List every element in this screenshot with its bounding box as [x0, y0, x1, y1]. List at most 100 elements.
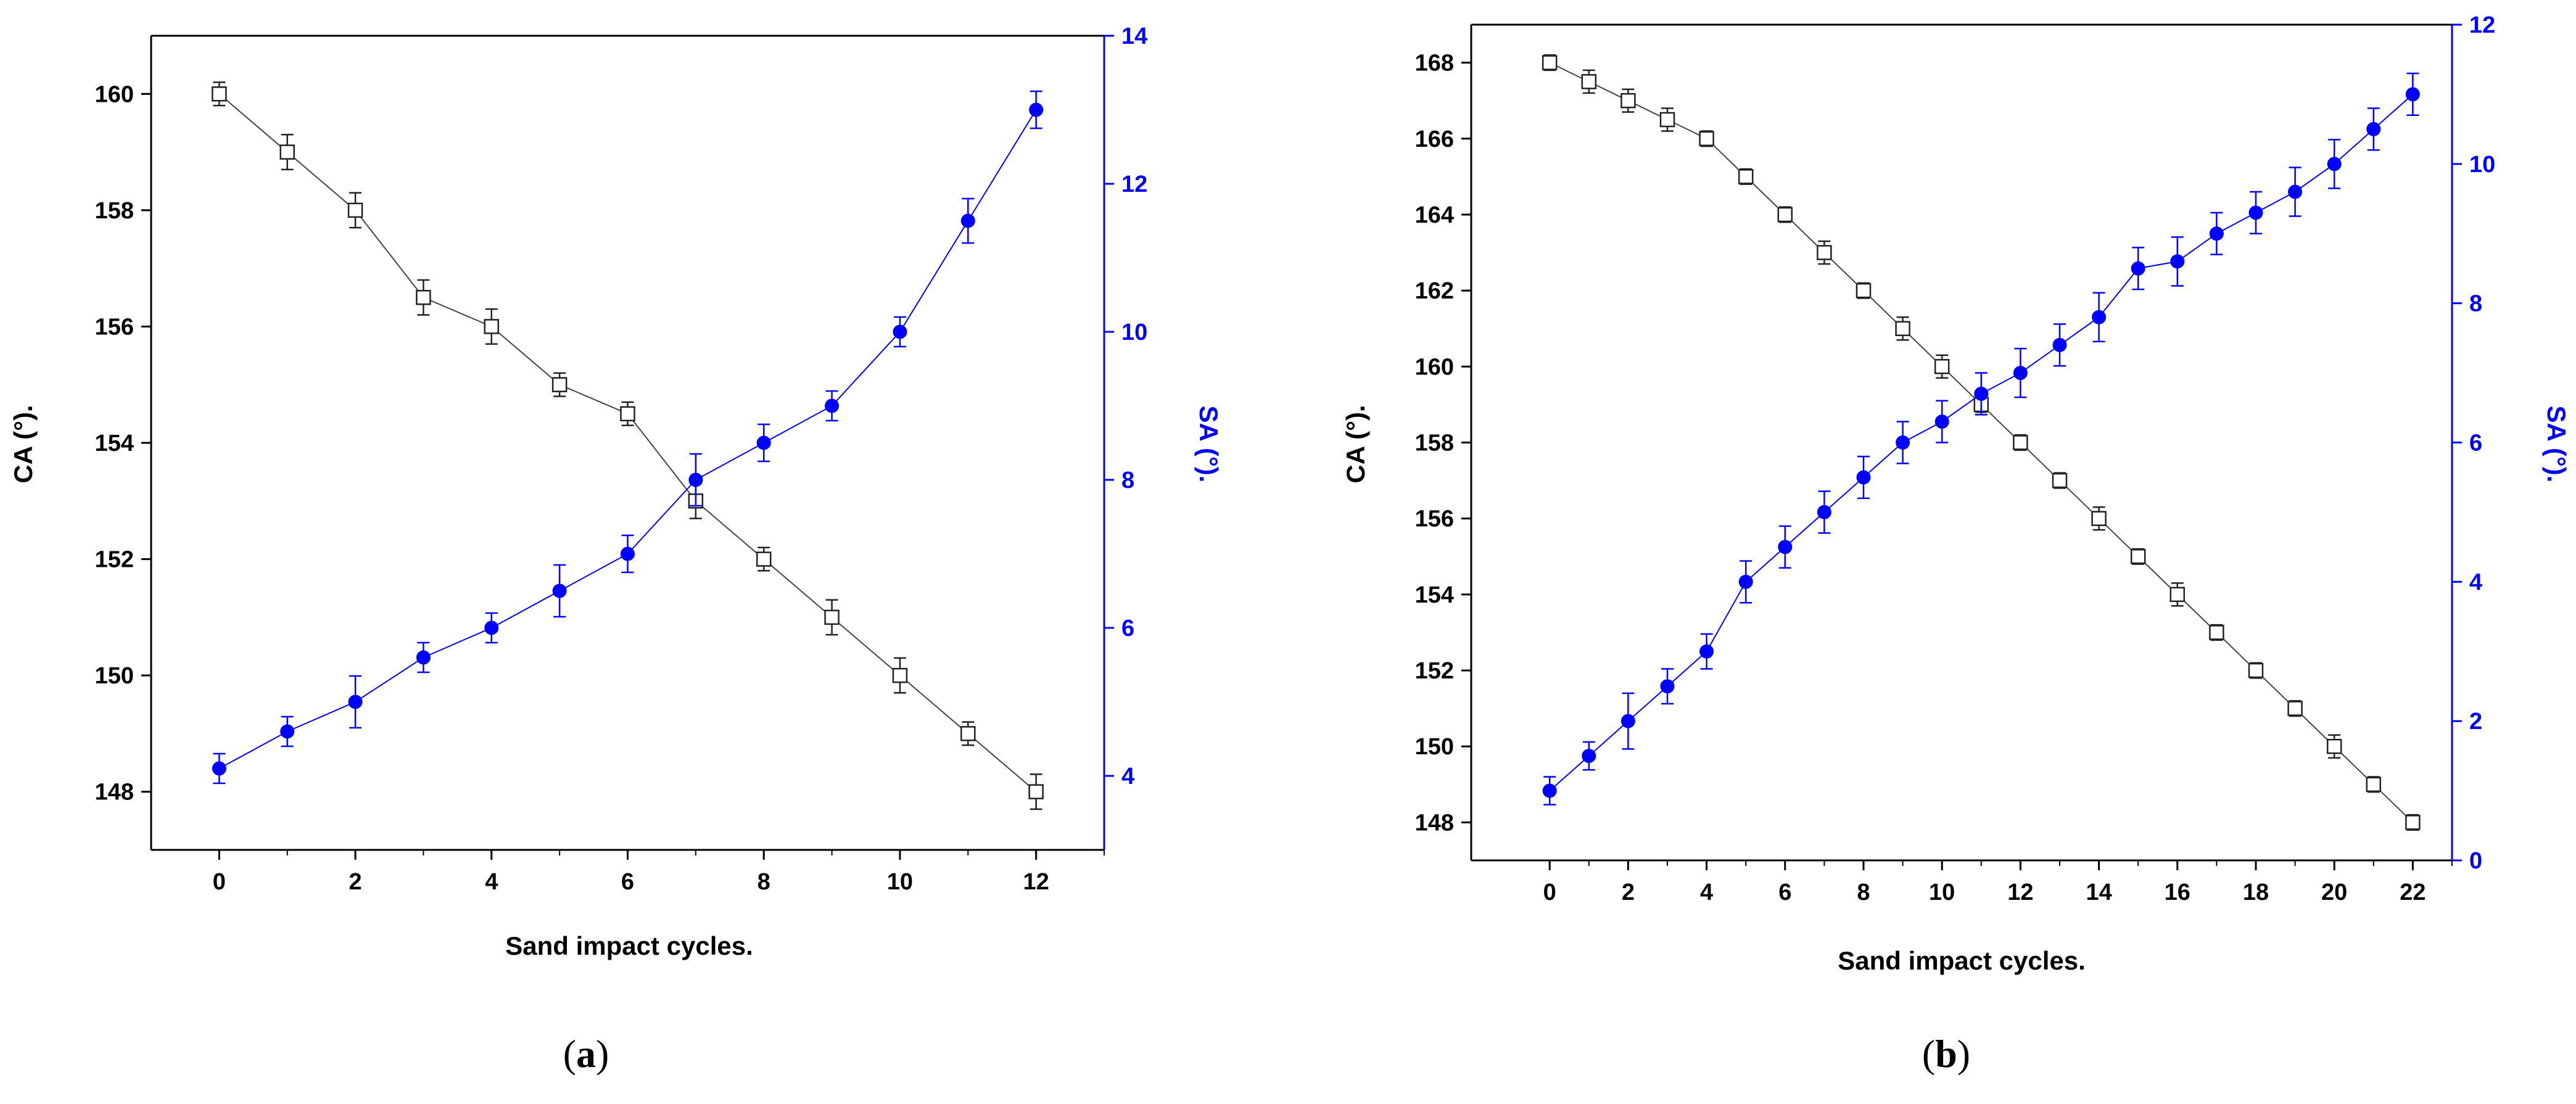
- panel-b-ca-series-point: [1542, 55, 1558, 70]
- panel-b-sa-series-point: [2366, 122, 2381, 136]
- panel-b-ca-series-point: [1738, 169, 1754, 184]
- panel-b-sa-series-point: [2170, 254, 2185, 269]
- panel-b-ca-series-point: [2209, 625, 2224, 640]
- panel-b-sa-series-point: [1660, 679, 1675, 694]
- panel-b-ca-series-point: [2169, 587, 2186, 603]
- panel-a-sa-series-point: [416, 650, 431, 665]
- panel-b-sa-series-point: [2248, 205, 2263, 220]
- panel-b-ca-series-point: [1817, 245, 1832, 260]
- panel-b-y-left-tick-label: 152: [1415, 658, 1454, 684]
- panel-a-y-left-tick-label: 160: [95, 81, 134, 107]
- panel-b-sa-series-point: [1738, 574, 1753, 589]
- panel-b-sa-series-point: [1620, 714, 1635, 728]
- panel-b-ca-series-point: [2405, 815, 2421, 830]
- panel-b-ca-series-point: [1895, 321, 1910, 336]
- panel-a-x-tick-label: 12: [1023, 869, 1049, 895]
- panel-a-y-right-tick-label: 4: [1121, 764, 1134, 789]
- panel-b-ca-series-point: [1659, 112, 1675, 128]
- panel-a-ca-series-line: [218, 93, 1037, 793]
- panel-a-x-axis-title: Sand impact cycles.: [505, 931, 753, 960]
- panel-b-y-left-tick-label: 154: [1415, 582, 1454, 608]
- panel-a-ca-series-point: [824, 609, 840, 625]
- panel-a-sa-series: [212, 90, 1044, 785]
- panel-b-sa-series-point: [1582, 749, 1596, 764]
- panel-b-y-right-tick-label: 8: [2469, 291, 2482, 317]
- panel-b-y-left-tick-label: 168: [1415, 51, 1454, 76]
- panel-b-x-tick-label: 20: [2321, 879, 2347, 905]
- panel-b-x-tick-label: 14: [2086, 879, 2112, 905]
- panel-a-x-tick-label: 0: [213, 869, 226, 895]
- panel-b-ca-series-point: [2326, 738, 2342, 754]
- panel-b-sa-series-point: [1934, 414, 1949, 429]
- panel-b-ca-series-point: [2013, 435, 2028, 450]
- panel-a-y-right-tick-label: 14: [1121, 23, 1147, 49]
- panel-b-x-tick-label: 6: [1778, 879, 1791, 905]
- panel-label-a: (a): [563, 1032, 609, 1076]
- panel-a-ca-series-point: [347, 202, 363, 218]
- panel-b-sa-series-line: [1549, 94, 2414, 791]
- panel-a-sa-series-point: [960, 213, 975, 228]
- panel-a-sa-series-point: [825, 398, 840, 413]
- panel-a-ca-series-point: [484, 319, 500, 334]
- panel-a-y-left-tick-label: 156: [95, 314, 134, 340]
- panel-b-x-tick-label: 10: [1929, 879, 1955, 905]
- panel-b-ca-series-point: [1934, 359, 1950, 374]
- panel-b-ca-series-point: [1777, 207, 1793, 223]
- panel-b-y-right-tick-label: 4: [2469, 569, 2482, 595]
- panel-b-sa-series-point: [2209, 226, 2224, 241]
- panel-b-ca-series-line: [1549, 62, 2414, 823]
- panel-b-ca-series-point: [2091, 511, 2107, 526]
- panel-a-y-left-tick-label: 154: [95, 430, 134, 456]
- panel-label-a-letter: a: [576, 1032, 596, 1076]
- panel-b-ca-series-point: [1699, 131, 1714, 147]
- panel-b-x-tick-label: 12: [2007, 879, 2033, 905]
- panel-b-x-tick-label: 2: [1622, 879, 1635, 905]
- panel-b-ca-series-point: [2366, 777, 2382, 793]
- panel-b-y-right-tick-label: 10: [2469, 152, 2495, 178]
- panel-label-b-letter: b: [1935, 1032, 1957, 1076]
- panel-a-ca-series-point: [892, 667, 908, 683]
- panel-a-y-left-tick-label: 152: [95, 547, 134, 573]
- panel-b-sa-series-point: [2405, 87, 2420, 102]
- panel-a-sa-series-point: [621, 546, 635, 561]
- panel-b-sa-series-point: [1856, 470, 1871, 485]
- panel-b-y-left-axis-title: CA (°).: [1341, 405, 1370, 483]
- panel-a-sa-series-point: [552, 583, 567, 598]
- panel-b-ca-series-point: [1581, 74, 1597, 89]
- panel-b-y-left-tick-label: 158: [1415, 430, 1454, 456]
- panel-b-sa-series: [1542, 72, 2420, 805]
- panel-b-y-left-tick-label: 166: [1415, 126, 1454, 152]
- panel-a-sa-series-point: [484, 620, 499, 635]
- panel-a-y-right-axis-title: SA (°).: [1194, 406, 1223, 483]
- panel-a-sa-series-point: [1029, 102, 1044, 117]
- panel-b-ca-series-point: [2287, 701, 2303, 716]
- panel-a-x-tick-label: 10: [887, 869, 913, 895]
- panel-b: 0 2 4 6 8 10 12 14 16 18 20 22148150152154156158160…: [1341, 12, 2571, 975]
- panel-a-ca-series-point: [416, 290, 431, 305]
- panel-a-ca-series-point: [756, 551, 772, 567]
- panel-label-b: (b): [1922, 1032, 1970, 1076]
- panel-a-y-right-tick-label: 8: [1121, 468, 1134, 493]
- panel-b-ca-series-point: [1856, 282, 1872, 299]
- panel-a-x-tick-label: 2: [349, 869, 362, 895]
- panel-label-b-close: ): [1957, 1032, 1970, 1076]
- panel-label-a-open: (: [563, 1032, 576, 1076]
- panel-a-y-right-tick-label: 10: [1121, 319, 1147, 345]
- panel-b-x-tick-label: 8: [1857, 879, 1870, 905]
- panel-a-ca-series-point: [212, 86, 227, 102]
- panel-a-y-right-tick-label: 12: [1121, 171, 1147, 197]
- panel-a-sa-series-point: [893, 324, 907, 339]
- panel-a-sa-series-point: [756, 435, 771, 450]
- panel-b-ca-series-point: [2052, 472, 2068, 488]
- panel-b-y-left-tick-label: 150: [1415, 734, 1454, 760]
- panel-b-sa-series-point: [1699, 644, 1714, 659]
- panel-b-y-right-axis-title: SA (°).: [2542, 406, 2571, 483]
- panel-b-y-left-tick-label: 162: [1415, 278, 1454, 304]
- panel-a-ca-series: [212, 81, 1044, 810]
- panel-a-y-right-tick-label: 6: [1121, 616, 1134, 641]
- panel-b-sa-series-point: [2052, 337, 2067, 352]
- panel-a-sa-series-point: [688, 472, 703, 487]
- panel-a-sa-series-point: [280, 724, 295, 739]
- panel-b-sa-series-point: [2013, 366, 2028, 381]
